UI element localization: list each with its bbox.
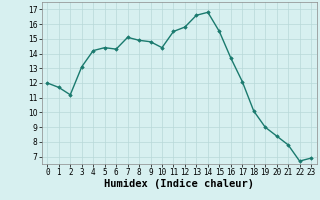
X-axis label: Humidex (Indice chaleur): Humidex (Indice chaleur) (104, 179, 254, 189)
